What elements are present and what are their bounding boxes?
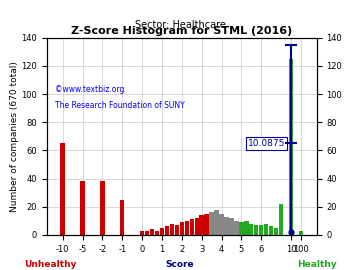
Bar	[160, 228, 164, 235]
Bar	[224, 217, 229, 235]
Bar	[210, 212, 214, 235]
Text: Unhealthy: Unhealthy	[24, 260, 77, 269]
Bar	[239, 222, 244, 235]
Bar	[165, 227, 169, 235]
Text: Healthy: Healthy	[297, 260, 337, 269]
Bar	[194, 218, 199, 235]
Bar	[264, 224, 268, 235]
Bar	[180, 222, 184, 235]
Bar	[170, 224, 174, 235]
Bar	[299, 231, 303, 235]
Y-axis label: Number of companies (670 total): Number of companies (670 total)	[10, 61, 19, 212]
Bar	[185, 221, 189, 235]
Bar	[100, 181, 104, 235]
Bar	[140, 231, 144, 235]
Bar	[254, 225, 258, 235]
Bar	[289, 59, 293, 235]
Title: Z-Score Histogram for STML (2016): Z-Score Histogram for STML (2016)	[71, 26, 292, 36]
Bar	[190, 220, 194, 235]
Text: 10.0875: 10.0875	[248, 139, 285, 148]
Bar	[199, 215, 204, 235]
Bar	[269, 227, 273, 235]
Bar	[145, 231, 149, 235]
Bar	[229, 218, 234, 235]
Bar	[204, 214, 209, 235]
Bar	[279, 204, 283, 235]
Bar	[219, 214, 224, 235]
Bar	[234, 221, 239, 235]
Bar	[175, 225, 179, 235]
Bar	[155, 231, 159, 235]
Bar	[244, 221, 248, 235]
Bar	[120, 200, 125, 235]
Bar	[249, 224, 253, 235]
Text: ©www.textbiz.org: ©www.textbiz.org	[55, 85, 124, 94]
Bar	[80, 181, 85, 235]
Text: Score: Score	[166, 260, 194, 269]
Text: The Research Foundation of SUNY: The Research Foundation of SUNY	[55, 101, 185, 110]
Bar	[274, 228, 278, 235]
Bar	[60, 143, 65, 235]
Text: Sector: Healthcare: Sector: Healthcare	[135, 20, 225, 30]
Bar	[259, 225, 264, 235]
Bar	[214, 210, 219, 235]
Bar	[150, 229, 154, 235]
